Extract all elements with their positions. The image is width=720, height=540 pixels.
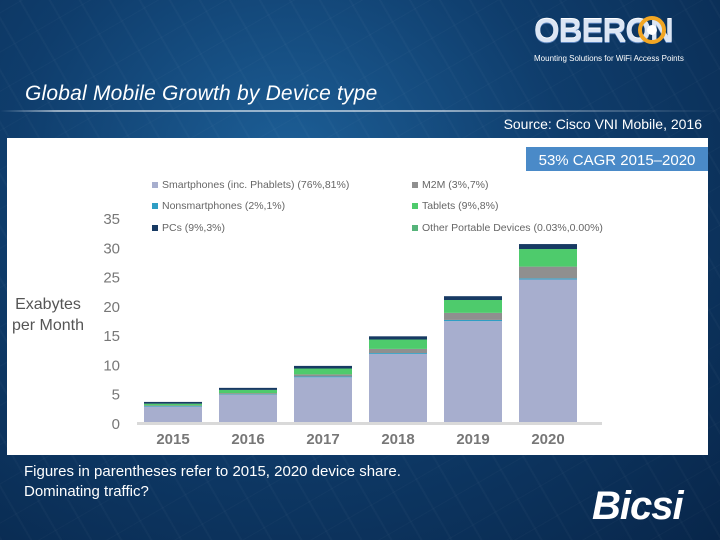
y-tick-label: 25 bbox=[103, 270, 120, 287]
bar-segment bbox=[519, 266, 577, 279]
x-tick-label: 2018 bbox=[381, 431, 414, 448]
oberon-tagline: Mounting Solutions for WiFi Access Point… bbox=[534, 54, 684, 63]
caption-line-1: Figures in parentheses refer to 2015, 20… bbox=[24, 463, 401, 480]
bar-segment bbox=[369, 353, 427, 354]
legend-entry: Tablets (9%,8%) bbox=[422, 200, 498, 212]
bar-segment bbox=[144, 401, 202, 404]
bar-segment bbox=[219, 394, 277, 423]
oberon-logo-o-icon bbox=[638, 16, 666, 44]
caption-line-2: Dominating traffic? bbox=[24, 483, 149, 500]
legend-entry: PCs (9%,3%) bbox=[162, 222, 225, 234]
bar-segment bbox=[294, 376, 352, 378]
bar-segment bbox=[444, 312, 502, 320]
bar-segment bbox=[519, 278, 577, 280]
legend-swatch bbox=[152, 182, 158, 188]
x-tick-label: 2017 bbox=[306, 431, 339, 448]
title-divider bbox=[0, 110, 720, 112]
y-axis-label-line-1: Exabytes bbox=[15, 296, 81, 313]
bar-segment bbox=[294, 374, 352, 377]
x-tick-label: 2019 bbox=[456, 431, 489, 448]
x-tick-label: 2016 bbox=[231, 431, 264, 448]
x-tick-label: 2020 bbox=[531, 431, 564, 448]
bar-segment bbox=[444, 319, 502, 322]
bar-segment bbox=[444, 300, 502, 313]
y-tick-label: 30 bbox=[103, 240, 120, 257]
y-axis-label-line-2: per Month bbox=[12, 317, 84, 334]
cagr-banner bbox=[526, 147, 708, 171]
y-tick-label: 35 bbox=[103, 211, 120, 228]
bar-segment bbox=[444, 296, 502, 300]
bar-segment bbox=[294, 377, 352, 423]
legend-swatch bbox=[152, 203, 158, 209]
bicsi-logo: Bicsi bbox=[592, 484, 684, 528]
chart-panel: 53% CAGR 2015–2020 Exabytes per Month 0 5 10 1… bbox=[7, 138, 708, 455]
legend-swatch bbox=[412, 203, 418, 209]
bar-segment bbox=[144, 406, 202, 407]
bar-segment bbox=[369, 353, 427, 423]
bar-segment bbox=[144, 403, 202, 406]
legend-swatch bbox=[412, 225, 418, 231]
bar-segment bbox=[144, 405, 202, 407]
bar-segment bbox=[444, 321, 502, 423]
y-tick-label: 10 bbox=[103, 357, 120, 374]
legend-swatch bbox=[152, 225, 158, 231]
y-tick-label: 20 bbox=[103, 299, 120, 316]
bar-segment bbox=[519, 249, 577, 267]
legend-entry: M2M (3%,7%) bbox=[422, 179, 489, 191]
y-tick-label: 5 bbox=[112, 387, 120, 404]
source-note: Source: Cisco VNI Mobile, 2016 bbox=[503, 116, 702, 132]
cagr-banner-text: 53% CAGR 2015–2020 bbox=[539, 152, 696, 169]
legend-entry: Nonsmartphones (2%,1%) bbox=[162, 200, 285, 212]
slide-title: Global Mobile Growth by Device type bbox=[25, 82, 378, 105]
bar-segment bbox=[369, 348, 427, 354]
legend-entry: Smartphones (inc. Phablets) (76%,81%) bbox=[162, 179, 349, 191]
bar-segment bbox=[219, 389, 277, 394]
bar-segment bbox=[294, 365, 352, 369]
bar-segment bbox=[519, 244, 577, 250]
bar-segment bbox=[519, 279, 577, 423]
legend-entry: Other Portable Devices (0.03%,0.00%) bbox=[422, 222, 603, 234]
bar-segment bbox=[144, 406, 202, 423]
y-tick-label: 0 bbox=[112, 416, 120, 433]
bar-segment bbox=[219, 394, 277, 395]
bar-segment bbox=[219, 387, 277, 390]
legend-swatch bbox=[412, 182, 418, 188]
bar-segment bbox=[294, 368, 352, 375]
bar-segment bbox=[369, 336, 427, 340]
caption: Figures in parentheses refer to 2015, 20… bbox=[24, 462, 401, 502]
stacked-bar-chart: 53% CAGR 2015–2020 Exabytes per Month 0 5 10 1… bbox=[12, 147, 708, 448]
bar-segment bbox=[219, 393, 277, 395]
bar-segment bbox=[369, 339, 427, 349]
oberon-logo: OBERON Mounting Solutions for WiFi Acces… bbox=[530, 12, 710, 70]
x-tick-label: 2015 bbox=[156, 431, 189, 448]
y-tick-label: 15 bbox=[103, 328, 120, 345]
